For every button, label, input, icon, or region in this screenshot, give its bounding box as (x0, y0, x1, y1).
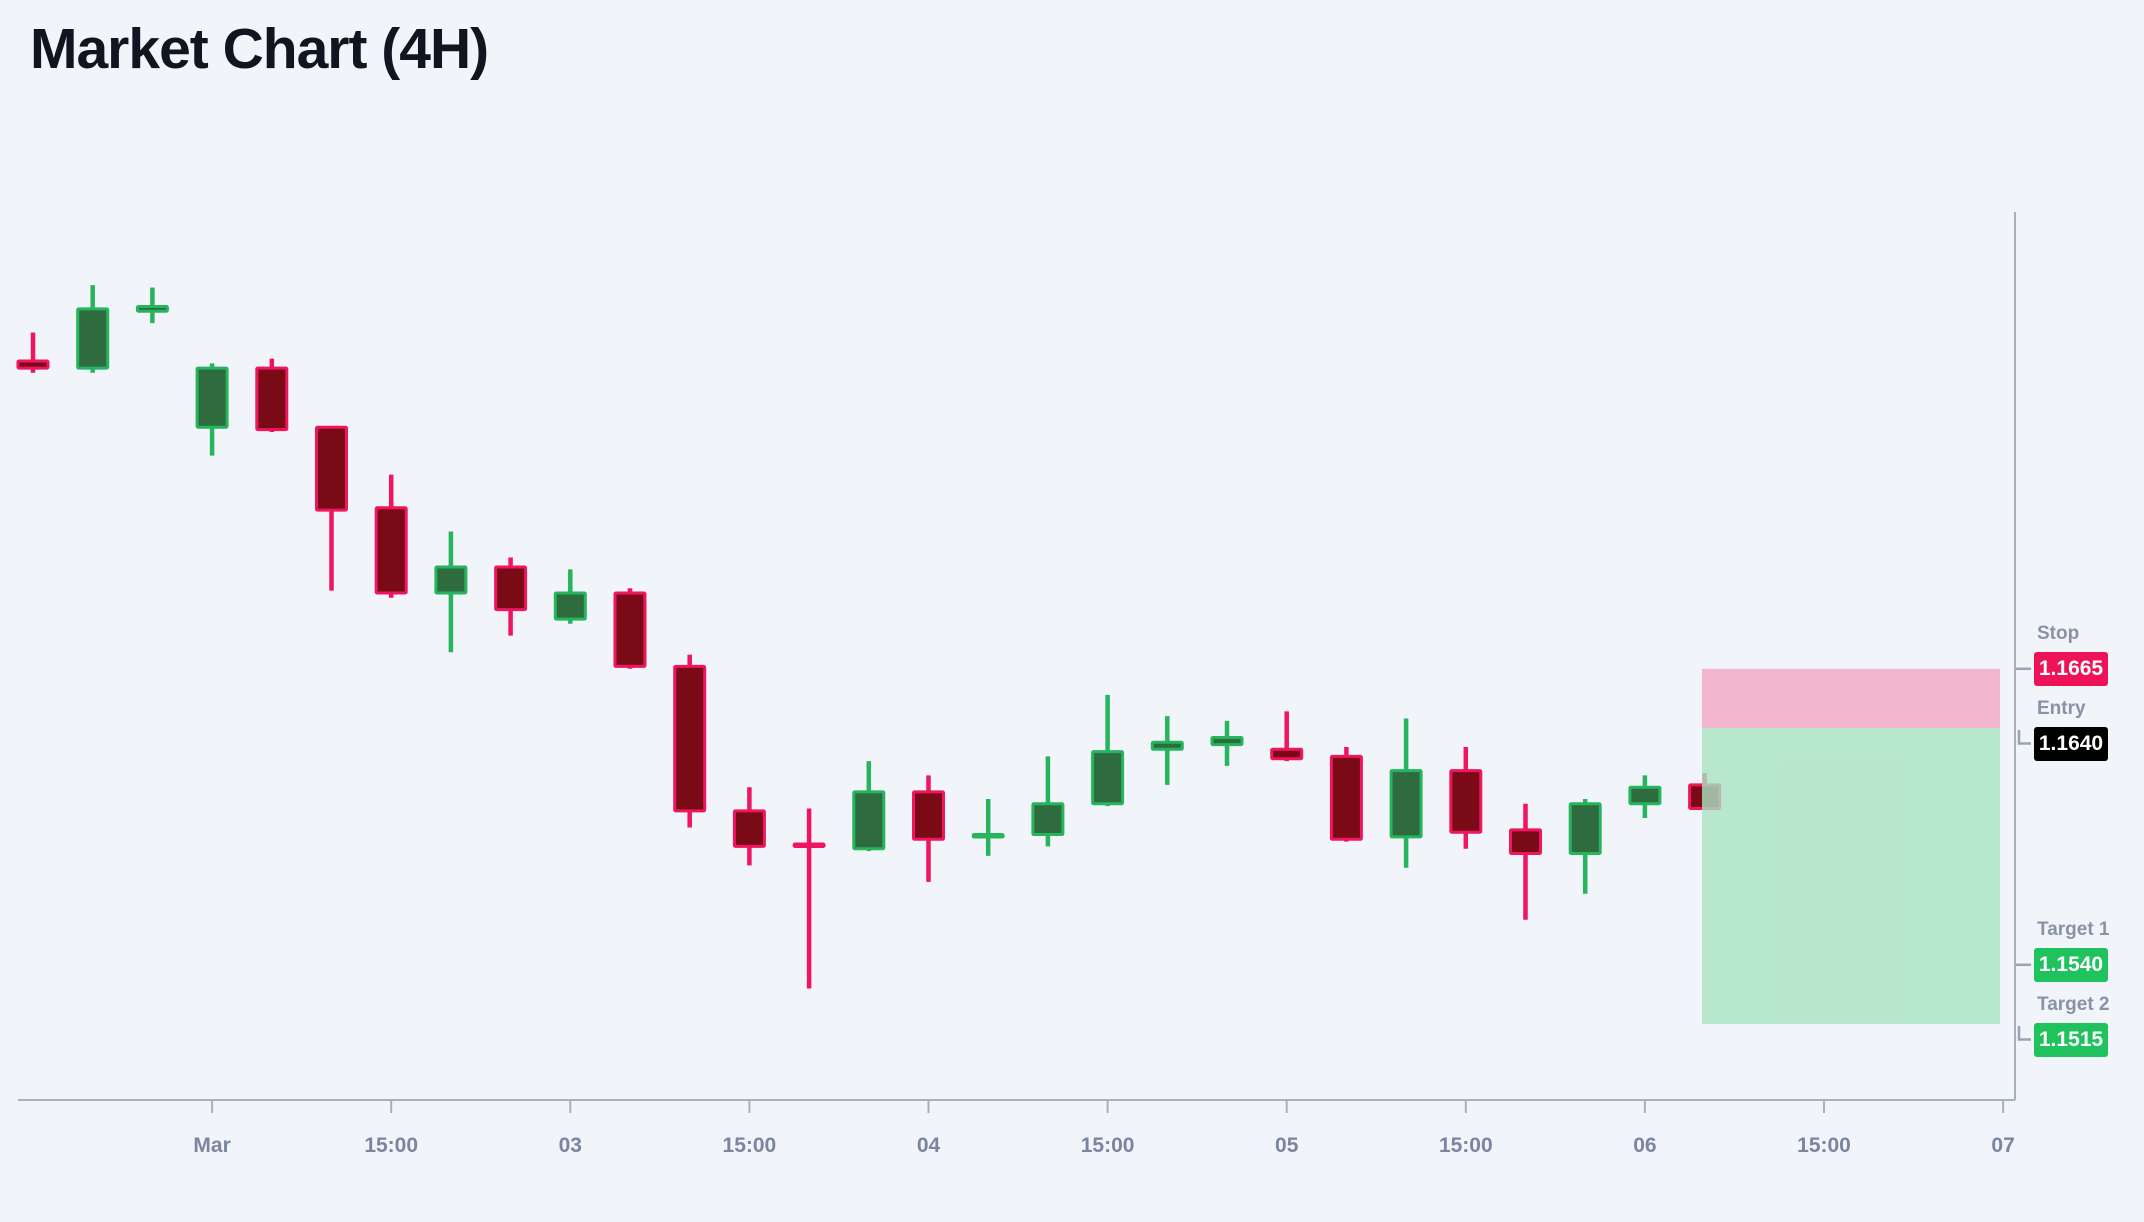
candle-17[interactable] (971, 799, 1005, 856)
candle-19[interactable] (1091, 694, 1125, 807)
candle-20[interactable] (1150, 716, 1184, 785)
x-tick-label: 03 (559, 1134, 582, 1157)
candle-14[interactable] (792, 808, 826, 989)
candle-body (1329, 754, 1363, 841)
candle-body (76, 307, 110, 370)
candle-4[interactable] (195, 363, 229, 456)
candle-5[interactable] (255, 358, 289, 432)
candle-body (135, 304, 169, 313)
candle-16[interactable] (912, 775, 945, 882)
candle-body (852, 790, 886, 851)
x-tick-label: 06 (1633, 1134, 1656, 1157)
candle-26[interactable] (1509, 803, 1542, 920)
candle-body (971, 833, 1005, 839)
candle-7[interactable] (374, 474, 408, 598)
x-tick-label: 15:00 (1439, 1134, 1493, 1157)
candle-body (1449, 769, 1483, 834)
candle-body (732, 809, 766, 848)
candle-body (1389, 769, 1423, 839)
candle-25[interactable] (1449, 746, 1483, 849)
x-tick-label: 07 (1991, 1134, 2014, 1157)
candle-body (1031, 802, 1065, 837)
candle-body (673, 664, 707, 813)
candle-6[interactable] (315, 425, 348, 591)
level-connector-target2 (2017, 1026, 2031, 1041)
candle-body (1628, 785, 1662, 806)
candle-12[interactable] (673, 654, 707, 828)
x-tick-label: 05 (1275, 1134, 1299, 1157)
level-connector-entry (2017, 730, 2031, 745)
candle-body (1210, 735, 1244, 747)
candle-15[interactable] (852, 761, 886, 852)
risk-zone[interactable] (1702, 668, 2000, 728)
x-tick-label: 15:00 (1797, 1134, 1851, 1157)
candle-body (1091, 750, 1125, 806)
candle-body (1509, 828, 1542, 856)
candle-body (16, 359, 50, 370)
candle-9[interactable] (494, 557, 528, 636)
candle-10[interactable] (553, 569, 587, 624)
x-tick-label: 15:00 (723, 1134, 777, 1157)
candle-1[interactable] (16, 332, 50, 373)
candle-body (434, 565, 468, 595)
x-tick-label: 15:00 (364, 1134, 418, 1157)
candle-body (792, 842, 826, 849)
candle-3[interactable] (135, 287, 169, 324)
candle-13[interactable] (732, 787, 766, 866)
candle-body (553, 591, 587, 621)
candle-22[interactable] (1270, 711, 1304, 762)
candle-body (1568, 802, 1602, 856)
candle-body (912, 790, 945, 841)
x-tick-label: 15:00 (1081, 1134, 1135, 1157)
profit-zone[interactable] (1702, 728, 2000, 1024)
page-title: Market Chart (4H) (30, 17, 489, 81)
candle-24[interactable] (1389, 718, 1423, 868)
candle-11[interactable] (613, 588, 647, 669)
candle-18[interactable] (1031, 756, 1065, 847)
candle-body (255, 366, 289, 432)
candle-body (494, 565, 528, 612)
candle-21[interactable] (1210, 720, 1244, 766)
candle-2[interactable] (76, 285, 110, 373)
candle-body (374, 506, 408, 595)
candle-body (315, 425, 348, 512)
candle-28[interactable] (1628, 775, 1662, 818)
x-tick-label: 04 (917, 1134, 941, 1157)
candle-27[interactable] (1568, 799, 1602, 894)
candle-8[interactable] (434, 531, 468, 653)
candle-body (1270, 747, 1304, 761)
candle-body (1150, 740, 1184, 751)
candle-23[interactable] (1329, 746, 1363, 842)
x-tick-label: Mar (193, 1134, 230, 1157)
candle-body (613, 591, 647, 668)
candle-body (195, 366, 229, 429)
